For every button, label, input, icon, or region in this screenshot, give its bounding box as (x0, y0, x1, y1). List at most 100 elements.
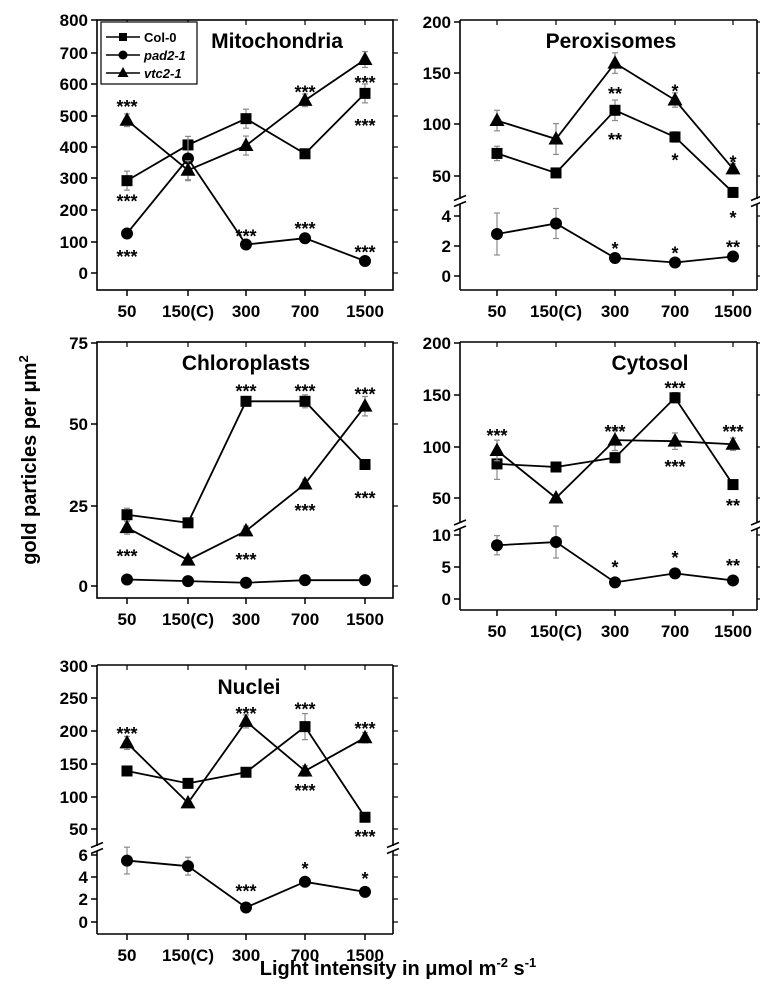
series-col-0 (491, 99, 739, 198)
y-tick-label: 150 (423, 386, 451, 405)
x-tick-label: 50 (488, 622, 507, 641)
x-tick-label: 1500 (714, 622, 752, 641)
significance-label: ** (726, 496, 740, 516)
x-tick-label: 700 (291, 610, 319, 629)
significance-label: *** (116, 724, 137, 744)
legend-label: vtc2-1 (144, 66, 182, 81)
series-col-0 (121, 394, 371, 529)
significance-label: *** (116, 97, 137, 117)
data-point (550, 461, 562, 473)
significance-label: *** (354, 488, 375, 508)
significance-label: * (361, 869, 368, 889)
significance-label: *** (486, 426, 507, 446)
axis-break-mark (386, 847, 400, 855)
data-point (669, 131, 681, 143)
x-tick-label: 300 (232, 946, 260, 965)
significance-label: *** (235, 381, 256, 401)
data-point (357, 51, 373, 66)
y-tick-label: 200 (423, 334, 451, 353)
y-tick-label: 50 (432, 167, 451, 186)
significance-label: *** (235, 226, 256, 246)
data-point (121, 227, 133, 240)
y-tick-label: 75 (69, 334, 88, 353)
significance-label: ** (608, 130, 622, 150)
significance-label: * (671, 244, 678, 264)
significance-label: *** (294, 83, 315, 103)
data-point (550, 217, 562, 230)
data-point (299, 395, 311, 407)
panel-nuclei: 50 100 150 200 250 300 0 2 4 6 50 150(C) 300 700 1500 N… (60, 657, 400, 965)
data-point (119, 734, 135, 749)
data-point (357, 398, 373, 412)
data-point (299, 232, 311, 245)
y-tick-label: 200 (60, 722, 88, 741)
data-point (727, 250, 739, 263)
y-tick-label: 25 (69, 497, 88, 516)
y-tick-label: 4 (79, 868, 89, 887)
x-tick-label: 700 (291, 946, 319, 965)
series-vtc2-1 (489, 429, 741, 504)
axis-break-mark (453, 525, 467, 532)
data-point (489, 112, 505, 127)
y-tick-label: 700 (60, 44, 88, 63)
series-vtc2-1 (119, 713, 373, 809)
x-tick-label: 300 (232, 610, 260, 629)
y-tick-label: 100 (60, 233, 88, 252)
data-point (240, 766, 252, 778)
data-point (550, 536, 562, 549)
y-tick-label: 0 (442, 267, 451, 286)
series-vtc2-1 (489, 52, 741, 175)
panel-title: Chloroplasts (182, 352, 310, 375)
x-tick-label: 50 (488, 302, 507, 321)
y-tick-label: 0 (442, 590, 451, 609)
axis-break-mark (750, 520, 760, 526)
y-tick-label: 50 (69, 820, 88, 839)
x-tick-label: 50 (118, 302, 137, 321)
significance-label: *** (604, 422, 625, 442)
x-tick-label: 700 (661, 622, 689, 641)
y-tick-label: 300 (60, 169, 88, 188)
data-point (667, 92, 683, 106)
series-line (126, 405, 366, 562)
data-point (607, 55, 623, 69)
series-pad2-1 (491, 525, 739, 589)
series-pad2-1 (491, 207, 739, 269)
axis-break-mark (90, 847, 104, 855)
data-point (609, 576, 621, 589)
x-tick-label: 1500 (714, 302, 752, 321)
data-point (725, 160, 741, 175)
series-line (126, 400, 366, 524)
significance-label: *** (235, 704, 256, 724)
significance-label: ** (608, 84, 622, 104)
data-point (121, 175, 133, 187)
y-tick-label: 100 (423, 115, 451, 134)
data-point (121, 509, 133, 521)
plot-frame (96, 341, 394, 599)
legend-triangle-marker (117, 67, 129, 77)
y-axis-title-superscript: 2 (16, 355, 31, 362)
y-tick-label: 600 (60, 75, 88, 94)
panel-cytosol: 50 100 150 200 0 5 10 50 150(C) 300 700 1500 Cytosol… (423, 334, 760, 641)
x-tick-label: 150(C) (162, 302, 214, 321)
data-point (609, 104, 621, 116)
significance-label: *** (294, 699, 315, 719)
data-point (182, 777, 194, 789)
x-tick-label: 700 (291, 302, 319, 321)
x-axis-title-mid: s (508, 958, 525, 980)
data-point (121, 765, 133, 777)
significance-label: *** (354, 116, 375, 136)
data-point (491, 147, 503, 159)
series-line (496, 109, 734, 194)
panel-title: Nuclei (217, 676, 280, 699)
data-point (297, 762, 313, 777)
panel-mitochondria: 0 100 200 300 400 500 600 700 800 50 150(C) 300 700 1… (60, 11, 398, 321)
y-tick-label: 4 (442, 207, 452, 226)
significance-label: * (729, 208, 736, 228)
y-tick-label: 800 (60, 11, 88, 30)
y-tick-label: 100 (423, 438, 451, 457)
y-tick-label: 5 (442, 558, 451, 577)
data-point (240, 238, 252, 251)
data-point (548, 490, 564, 504)
data-point (669, 256, 681, 269)
data-point (297, 475, 313, 490)
